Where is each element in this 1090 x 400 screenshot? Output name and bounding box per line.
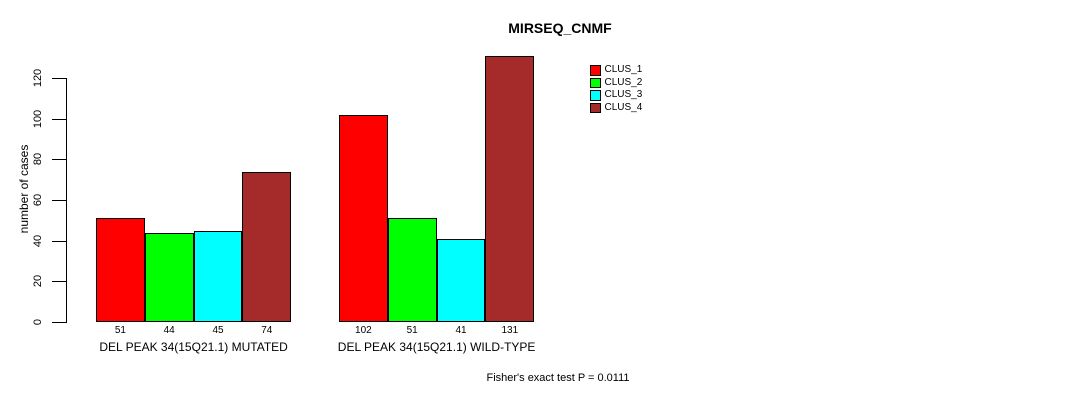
legend-label: CLUS_1 — [604, 64, 643, 76]
legend-label: CLUS_4 — [604, 101, 643, 113]
bar-value-label: 45 — [212, 325, 224, 336]
y-tick-label: 40 — [32, 234, 44, 247]
bar-value-label: 74 — [261, 325, 273, 336]
bar-clus_1 — [339, 114, 388, 322]
legend-label: CLUS_3 — [604, 89, 643, 101]
y-tick-label: 20 — [32, 275, 44, 288]
y-axis-line — [66, 78, 67, 323]
x-category-label: DEL PEAK 34(15Q21.1) WILD-TYPE — [337, 340, 536, 354]
bar-value-label: 51 — [114, 325, 126, 336]
legend-swatch-clus_4 — [590, 102, 601, 113]
bar-value-label: 102 — [355, 325, 372, 336]
y-tick-label: 0 — [32, 318, 44, 326]
bar-value-label: 41 — [455, 325, 467, 336]
legend-item: CLUS_3 — [590, 90, 642, 101]
bar-clus_3 — [193, 230, 243, 322]
bar-value-label: 131 — [501, 325, 519, 336]
y-axis-tick — [52, 241, 66, 242]
bar-clus_4 — [242, 171, 292, 322]
y-axis-tick — [52, 200, 66, 201]
legend-swatch-clus_1 — [590, 65, 601, 76]
y-tick-label: 120 — [32, 68, 44, 88]
legend: CLUS_1 CLUS_2 CLUS_3 CLUS_4 — [590, 65, 642, 115]
bar-value-label: 51 — [406, 325, 418, 336]
pvalue-annotation: Fisher's exact test P = 0.0111 — [486, 372, 630, 384]
y-axis-tick — [52, 281, 66, 282]
legend-item: CLUS_4 — [590, 101, 643, 113]
y-axis-tick — [52, 322, 66, 323]
legend-item: CLUS_1 — [590, 65, 642, 76]
y-axis-tick — [52, 78, 66, 79]
y-tick-label: 100 — [32, 109, 44, 128]
bar-clus_2 — [387, 218, 437, 322]
legend-label: CLUS_2 — [604, 76, 643, 88]
bar-clus_4 — [485, 55, 535, 322]
x-category-label: DEL PEAK 34(15Q21.1) MUTATED — [99, 340, 288, 354]
bar-value-label: 44 — [163, 325, 175, 336]
legend-swatch-clus_2 — [590, 77, 601, 88]
y-tick-label: 80 — [32, 153, 44, 166]
legend-item: CLUS_2 — [590, 76, 643, 88]
bar-clus_2 — [144, 232, 194, 322]
y-tick-label: 60 — [32, 193, 44, 207]
y-axis-tick — [52, 119, 66, 120]
y-axis-tick — [52, 159, 66, 160]
bar-clus_3 — [436, 238, 486, 322]
chart-title: MIRSEQ_CNMF — [508, 20, 612, 36]
bar-clus_1 — [96, 218, 145, 322]
legend-swatch-clus_3 — [590, 90, 601, 101]
